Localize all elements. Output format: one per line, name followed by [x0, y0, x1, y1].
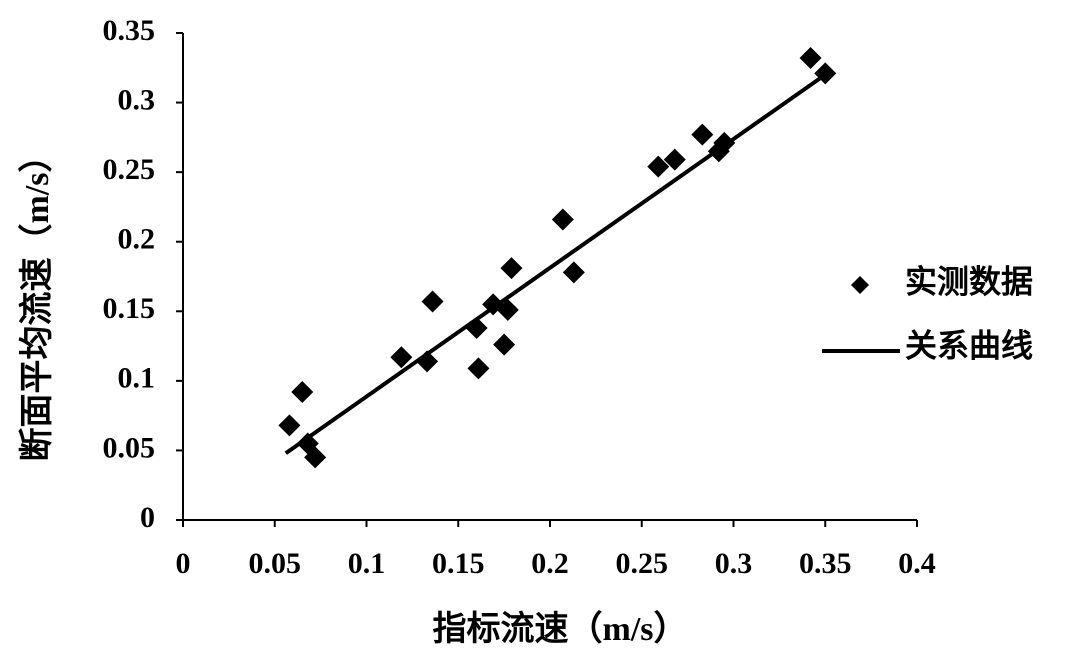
x-tick-label: 0.35 [799, 547, 852, 580]
data-point [304, 446, 327, 469]
y-tick-label: 0.15 [103, 292, 156, 325]
x-tick-label: 0.15 [432, 547, 485, 580]
data-point [493, 333, 516, 356]
y-tick-label: 0.05 [103, 431, 156, 464]
legend-label: 实测数据 [905, 263, 1033, 299]
data-point [500, 257, 523, 280]
data-point [647, 155, 670, 178]
y-tick-label: 0 [140, 501, 155, 534]
data-point [278, 414, 301, 437]
x-tick-label: 0.05 [249, 547, 302, 580]
data-point [467, 357, 490, 380]
data-point [496, 298, 519, 321]
y-tick-label: 0.2 [118, 223, 156, 256]
y-axis-label: 断面平均流速（m/s） [17, 139, 56, 462]
data-point [551, 208, 574, 231]
y-tick-label: 0.25 [103, 153, 156, 186]
data-point [390, 346, 413, 369]
data-point [291, 380, 314, 403]
x-axis-label: 指标流速（m/s） [433, 609, 688, 648]
x-tick-label: 0.3 [715, 547, 753, 580]
x-tick-label: 0 [176, 547, 191, 580]
y-tick-label: 0.35 [103, 14, 156, 47]
data-point [663, 148, 686, 171]
x-tick-label: 0.4 [898, 547, 936, 580]
y-tick-label: 0.1 [118, 362, 156, 395]
data-point [421, 290, 444, 313]
fit-line [284, 71, 829, 455]
x-tick-label: 0.1 [348, 547, 386, 580]
y-tick-label: 0.3 [118, 83, 156, 116]
data-point [691, 123, 714, 146]
legend-label: 关系曲线 [905, 327, 1033, 363]
legend-marker [851, 276, 869, 294]
data-point [562, 261, 585, 284]
x-tick-label: 0.2 [531, 547, 569, 580]
data-point [799, 47, 822, 70]
x-tick-label: 0.25 [616, 547, 669, 580]
